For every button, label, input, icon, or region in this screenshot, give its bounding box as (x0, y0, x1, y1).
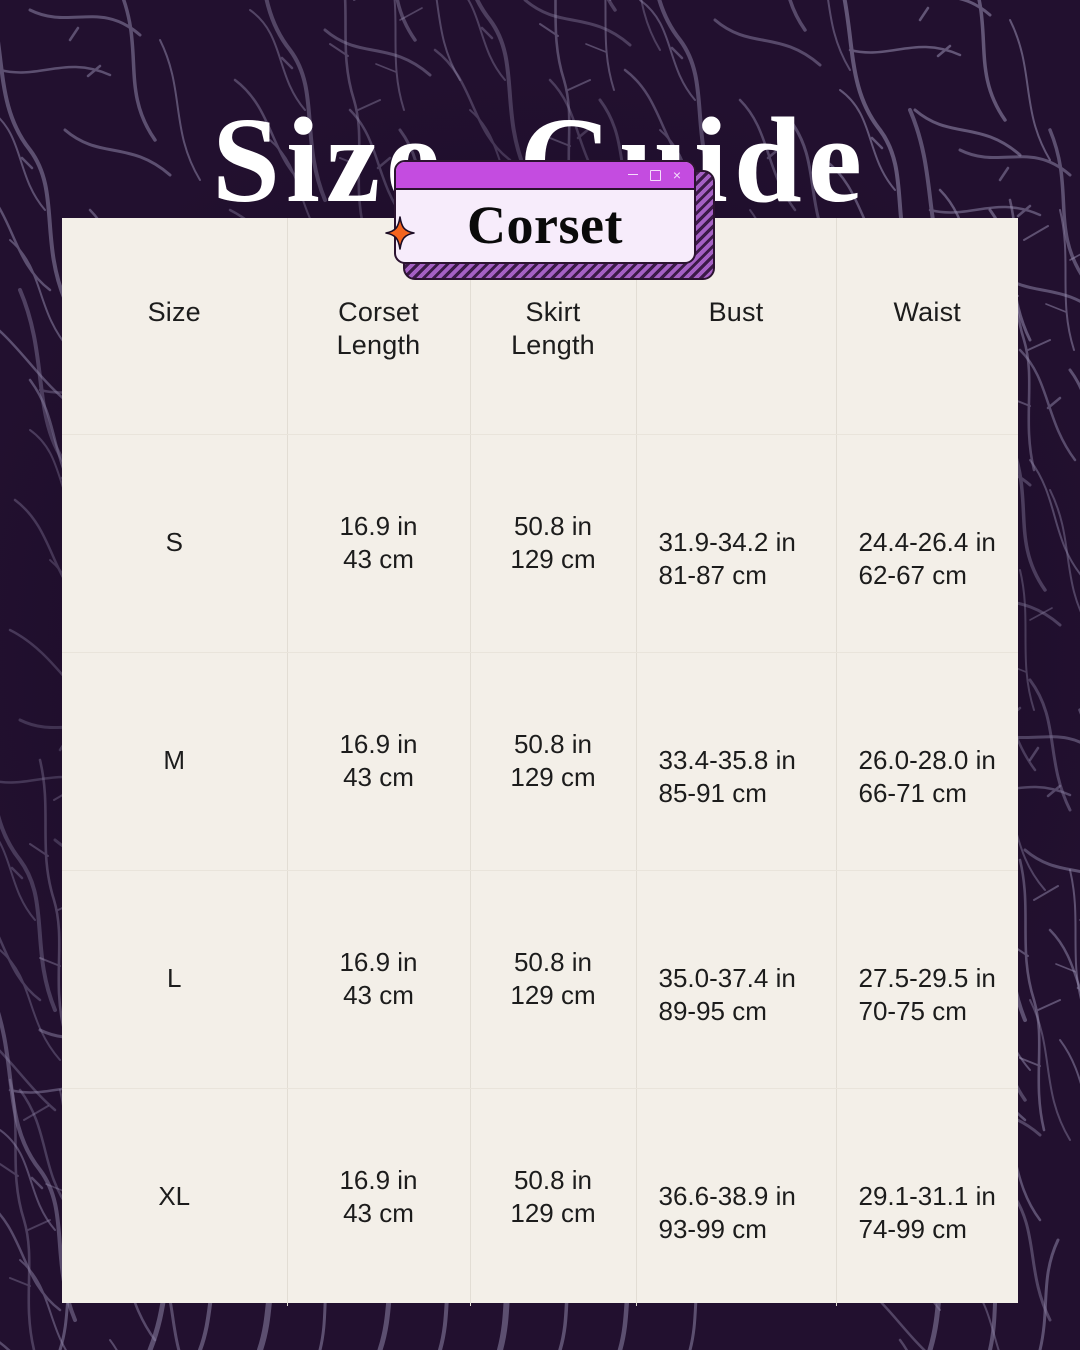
waist-inches: 29.1-31.1 in (858, 1180, 996, 1211)
cell-waist: 27.5-29.5 in 70-75 cm (836, 870, 1018, 1089)
close-icon[interactable]: × (672, 167, 681, 183)
table-row: S 16.9 in 43 cm 50.8 in 129 cm (62, 434, 1018, 653)
cell-size: L (62, 870, 288, 1089)
column-header-size: Size (62, 218, 288, 435)
table-row: M 16.9 in 43 cm 50.8 in 129 cm (62, 652, 1018, 871)
bust-inches: 33.4-35.8 in (658, 744, 796, 775)
cell-size: S (62, 434, 288, 653)
bust-cm: 93-99 cm (658, 1214, 767, 1244)
skirt-length-cm: 129 cm (510, 544, 596, 574)
waist-cm: 66-71 cm (858, 778, 967, 808)
badge-window-frame: × Corset (394, 160, 696, 264)
table-row: L 16.9 in 43 cm 50.8 in 129 cm (62, 870, 1018, 1089)
badge-title-bar: × (396, 162, 694, 190)
cell-bust: 31.9-34.2 in 81-87 cm (636, 434, 837, 653)
bust-cm: 85-91 cm (658, 778, 767, 808)
waist-cm: 62-67 cm (858, 560, 967, 590)
column-header-waist: Waist (836, 218, 1018, 435)
cell-corset-length: 16.9 in 43 cm (287, 870, 471, 1089)
column-header-corset-length-label: Corset Length (336, 297, 421, 360)
size-guide-table: Size Corset Length Skirt Length Bust Waist (62, 218, 1018, 1306)
cell-skirt-length: 50.8 in 129 cm (470, 652, 637, 871)
cell-corset-length: 16.9 in 43 cm (287, 652, 471, 871)
column-header-size-label: Size (147, 297, 201, 327)
waist-inches: 26.0-28.0 in (858, 744, 996, 775)
column-header-waist-label: Waist (893, 297, 961, 327)
cell-corset-length: 16.9 in 43 cm (287, 434, 471, 653)
size-value: M (163, 745, 186, 776)
table-row: XL 16.9 in 43 cm 50.8 in 129 cm (62, 1088, 1018, 1306)
cell-skirt-length: 50.8 in 129 cm (470, 870, 637, 1089)
bust-inches: 31.9-34.2 in (658, 526, 796, 557)
corset-length-inches: 16.9 in (339, 510, 418, 541)
cell-corset-length: 16.9 in 43 cm (287, 1088, 471, 1306)
skirt-length-inches: 50.8 in (513, 946, 593, 977)
corset-length-cm: 43 cm (343, 762, 414, 792)
skirt-length-inches: 50.8 in (513, 728, 593, 759)
corset-length-cm: 43 cm (343, 980, 414, 1010)
waist-cm: 70-75 cm (858, 996, 967, 1026)
cell-skirt-length: 50.8 in 129 cm (470, 1088, 637, 1306)
corset-length-inches: 16.9 in (339, 728, 418, 759)
skirt-length-cm: 129 cm (510, 762, 596, 792)
waist-inches: 27.5-29.5 in (858, 962, 996, 993)
bust-cm: 81-87 cm (658, 560, 767, 590)
corset-badge-window: × Corset (385, 160, 715, 280)
cell-bust: 36.6-38.9 in 93-99 cm (636, 1088, 837, 1306)
size-value: L (167, 963, 182, 994)
waist-cm: 74-99 cm (858, 1214, 967, 1244)
corset-length-cm: 43 cm (343, 1198, 414, 1228)
skirt-length-inches: 50.8 in (513, 1164, 593, 1195)
size-table-card: Size Corset Length Skirt Length Bust Waist (62, 218, 1018, 1306)
cell-size: XL (62, 1088, 288, 1306)
corset-length-inches: 16.9 in (339, 946, 418, 977)
badge-body: Corset (396, 190, 694, 262)
bust-inches: 35.0-37.4 in (658, 962, 796, 993)
maximize-icon[interactable] (649, 169, 661, 181)
size-value: XL (158, 1181, 191, 1212)
skirt-length-inches: 50.8 in (513, 510, 593, 541)
column-header-skirt-length-label: Skirt Length (511, 297, 595, 360)
badge-label: Corset (467, 195, 623, 255)
corset-length-inches: 16.9 in (339, 1164, 418, 1195)
bust-inches: 36.6-38.9 in (658, 1180, 796, 1211)
cell-bust: 35.0-37.4 in 89-95 cm (636, 870, 837, 1089)
cell-bust: 33.4-35.8 in 85-91 cm (636, 652, 837, 871)
skirt-length-cm: 129 cm (510, 1198, 596, 1228)
cell-size: M (62, 652, 288, 871)
size-value: S (165, 527, 183, 558)
cell-skirt-length: 50.8 in 129 cm (470, 434, 637, 653)
waist-inches: 24.4-26.4 in (858, 526, 996, 557)
cell-waist: 26.0-28.0 in 66-71 cm (836, 652, 1018, 871)
sparkle-star-icon (385, 216, 415, 250)
column-header-bust-label: Bust (708, 297, 764, 327)
minimize-icon[interactable] (627, 173, 638, 175)
cell-waist: 24.4-26.4 in 62-67 cm (836, 434, 1018, 653)
skirt-length-cm: 129 cm (510, 980, 596, 1010)
cell-waist: 29.1-31.1 in 74-99 cm (836, 1088, 1018, 1306)
corset-length-cm: 43 cm (343, 544, 414, 574)
bust-cm: 89-95 cm (658, 996, 767, 1026)
